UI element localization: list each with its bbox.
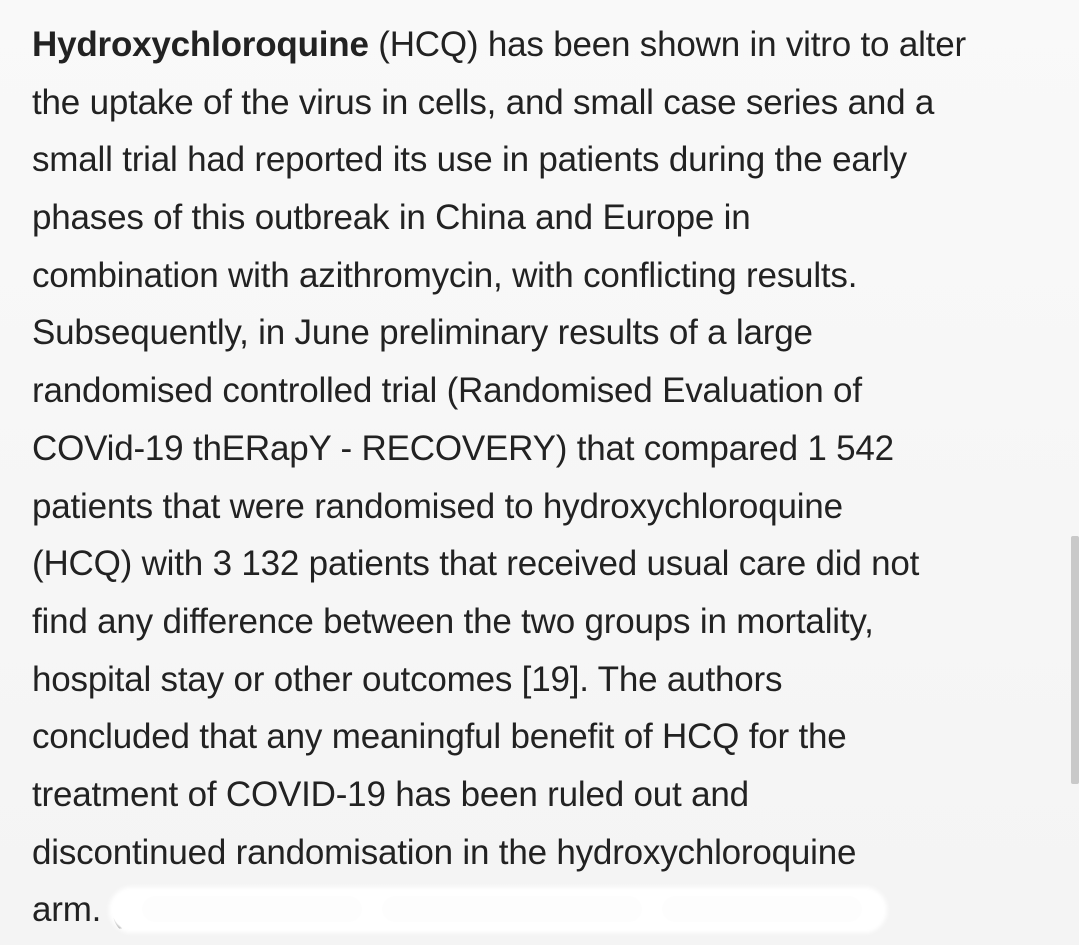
paragraph-line-13: concluded that any meaningful benefit of… [32,717,847,757]
scrollbar-thumb[interactable] [1071,536,1079,784]
paragraph: Hydroxychloroquine (HCQ) has been shown … [32,16,1052,939]
paragraph-line-7: randomised controlled trial (Randomised … [32,371,862,411]
paragraph-line-6: Subsequently, in June preliminary result… [32,313,813,353]
paragraph-line-15: discontinued randomisation in the hydrox… [32,832,857,872]
paragraph-line-1: Hydroxychloroquine (HCQ) has been shown … [32,16,1052,74]
bold-term: Hydroxychloroquine [32,25,369,64]
paragraph-line-5: combination with azithromycin, with conf… [32,255,858,295]
paragraph-line-10: (HCQ) with 3 132 patients that received … [32,544,920,584]
redaction-mark [112,890,884,930]
paragraph-line-14: treatment of COVID-19 has been ruled out… [32,774,749,814]
redaction-blot [142,896,362,922]
redaction-blot [662,896,862,922]
line-text: (HCQ) has been shown in vitro to alter [368,25,966,64]
paragraph-line-11: find any difference between the two grou… [32,601,874,641]
paragraph-line-8: COVid-19 thERapY - RECOVERY) that compar… [32,428,894,468]
paragraph-line-9: patients that were randomised to hydroxy… [32,486,843,526]
paragraph-line-3: small trial had reported its use in pati… [32,140,907,180]
redaction-blot [382,896,642,922]
paragraph-line-12: hospital stay or other outcomes [19]. Th… [32,659,783,699]
paragraph-line-2: the uptake of the virus in cells, and sm… [32,82,935,122]
paragraph-line-4: phases of this outbreak in China and Eur… [32,198,751,238]
